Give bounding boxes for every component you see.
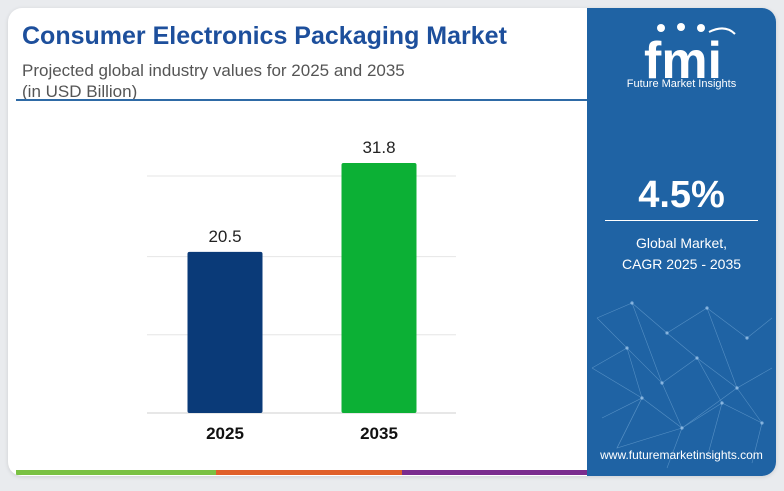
cagr-value: 4.5% [638,174,725,216]
stat-divider [605,220,758,221]
title-divider [16,99,587,101]
brand-panel: fmi Future Market Insights 4.5% Global M… [587,8,776,476]
data-label-2025: 20.5 [208,227,241,246]
logo-subtitle: Future Market Insights [626,78,737,90]
accent-strip-purple [402,470,587,475]
data-label-2035: 31.8 [362,138,395,157]
bar-2035 [341,163,417,413]
x-tick-label-2035: 2035 [360,424,398,443]
subtitle-line-2: (in USD Billion) [22,82,138,101]
logo-wordmark: fmi [644,32,722,84]
network-pattern-decoration [591,301,773,469]
cagr-label-line-2: CAGR 2025 - 2035 [621,256,742,272]
accent-strip-orange [216,470,402,475]
bar-2025 [187,251,263,413]
page-title: Consumer Electronics Packaging Market [22,22,507,50]
website-url: www.futuremarketinsights.com [600,448,763,462]
bar-chart: 20.5 2025 31.8 2035 [147,138,456,443]
page-subtitle: Projected global industry values for 202… [22,60,492,102]
x-tick-label-2025: 2025 [206,424,244,443]
fmi-logo: fmi [644,23,736,84]
accent-strip-green [16,470,216,475]
infographic-card: Consumer Electronics Packaging Market Pr… [8,8,776,476]
cagr-label-line-1: Global Market, [635,235,728,251]
subtitle-line-1: Projected global industry values for 202… [22,61,405,80]
